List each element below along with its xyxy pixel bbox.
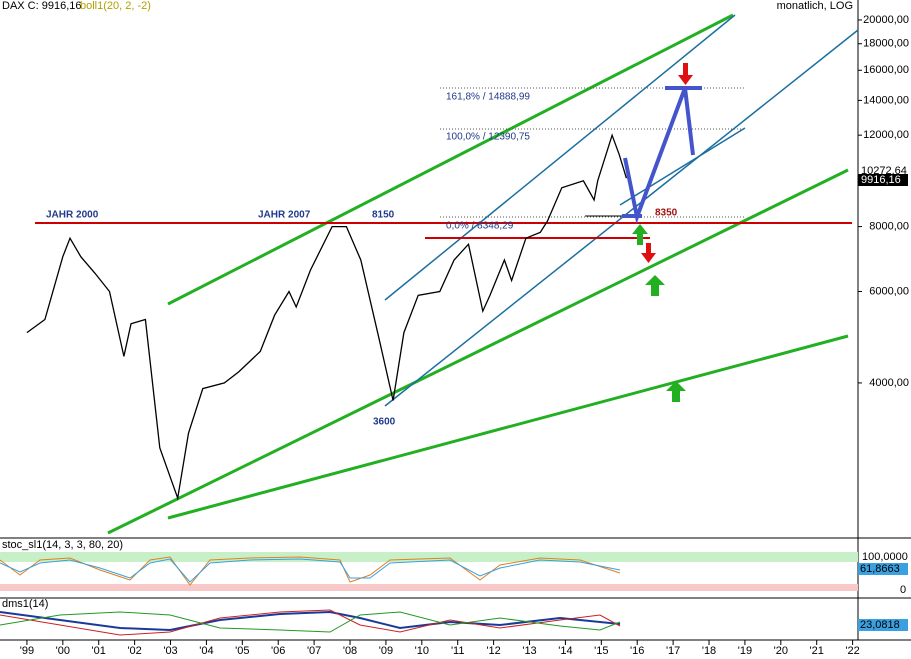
y-tick-label: 20000,00 — [863, 14, 909, 26]
panel-title: dms1(14) — [2, 598, 48, 610]
panel-label: 61,8663 — [860, 563, 900, 575]
plus-di-line — [0, 611, 621, 633]
x-tick-label: '13 — [522, 645, 536, 657]
x-tick-label: '00 — [56, 645, 70, 657]
x-tick-label: '18 — [702, 645, 716, 657]
x-tick-label: '12 — [486, 645, 500, 657]
trend-line — [167, 13, 734, 306]
arrows — [632, 63, 693, 402]
x-tick-label: '11 — [451, 645, 465, 657]
x-tick-label: '19 — [738, 645, 752, 657]
x-tick-label: '21 — [810, 645, 824, 657]
y-tick-label: 14000,00 — [863, 94, 909, 106]
fib-label: 0,0% / 8348,29 — [446, 221, 514, 232]
x-tick-label: '16 — [630, 645, 644, 657]
x-tick-label: '10 — [415, 645, 429, 657]
panel-value-box — [858, 563, 908, 575]
y-tick-label: 16000,00 — [863, 64, 909, 76]
x-tick-label: '15 — [594, 645, 608, 657]
price-line — [26, 133, 628, 501]
adx-line — [0, 610, 621, 632]
panel-title: stoc_sl1(14, 3, 3, 80, 20) — [2, 539, 123, 551]
oversold-zone — [0, 584, 858, 591]
stoc-signal — [0, 558, 621, 583]
chart-title: DAX C: 9916,16 — [2, 0, 82, 12]
x-tick-label: '02 — [127, 645, 141, 657]
y-tick-label: 12000,00 — [863, 129, 909, 141]
annotation: 8350 — [655, 208, 678, 219]
price-label: 9916,16 — [861, 174, 901, 186]
plot-area: 4000,00 6000,00 8000,00 12000,00 14000,00 160… — [20, 14, 909, 657]
annotation: JAHR 2000 — [46, 210, 99, 221]
arrow-down — [641, 243, 656, 263]
fib-label: 161,8% / 14888,99 — [446, 92, 530, 103]
panel-label: 23,0818 — [860, 619, 900, 631]
x-tick-label: '05 — [235, 645, 249, 657]
x-tick-label: '03 — [163, 645, 177, 657]
scale-note: monatlich, LOG — [777, 0, 853, 12]
x-tick-label: '08 — [343, 645, 357, 657]
minus-di-line — [0, 609, 621, 636]
annotation: 3600 — [373, 417, 396, 428]
trend-line — [167, 334, 849, 520]
price-label: 10272,64 — [861, 165, 907, 177]
price-box — [858, 174, 908, 186]
panel-value-box — [858, 619, 908, 631]
chart-subtitle: boll1(20, 2, -2) — [80, 0, 151, 12]
arrow-down — [678, 63, 693, 85]
channel-line — [384, 14, 736, 301]
forecast-path — [623, 87, 695, 225]
x-tick-label: '09 — [379, 645, 393, 657]
x-tick-label: '07 — [307, 645, 321, 657]
trend-line — [107, 168, 849, 535]
x-tick-label: '01 — [92, 645, 106, 657]
trend-lines — [35, 13, 859, 535]
x-tick-label: '06 — [271, 645, 285, 657]
channel-line — [384, 29, 859, 407]
panel-label: 100,0000 — [862, 551, 908, 563]
y-tick-label: 6000,00 — [869, 285, 909, 297]
y-tick-label: 8000,00 — [869, 221, 909, 233]
y-tick-label: 4000,00 — [869, 377, 909, 389]
x-tick-label: '04 — [199, 645, 213, 657]
annotation: JAHR 2007 — [258, 210, 311, 221]
arrow-up — [632, 224, 648, 245]
panel-label: 0 — [900, 584, 906, 596]
arrow-up — [645, 275, 665, 296]
arrow-up — [666, 381, 686, 402]
fib-label: 100,0% / 12390,75 — [446, 132, 530, 143]
x-tick-label: '17 — [666, 645, 680, 657]
x-tick-label: '99 — [20, 645, 34, 657]
annotation: 8150 — [372, 210, 395, 221]
x-tick-label: '14 — [558, 645, 572, 657]
x-tick-label: '22 — [845, 645, 859, 657]
y-tick-label: 18000,00 — [863, 38, 909, 50]
channel-line — [619, 127, 746, 206]
overbought-zone — [0, 552, 858, 562]
x-tick-label: '20 — [774, 645, 788, 657]
